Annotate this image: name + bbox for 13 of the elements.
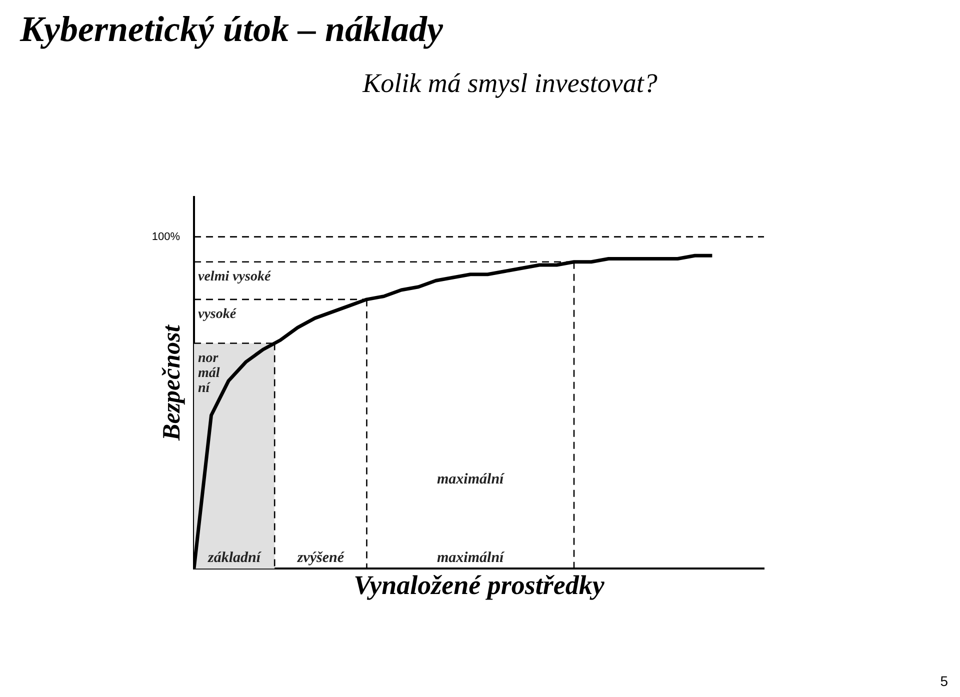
ref-line-label: normální	[198, 350, 220, 396]
annotation: maximální	[437, 550, 506, 566]
ref-line-label: velmi vysoké	[198, 269, 272, 284]
annotation: zvýšené	[296, 550, 346, 566]
chart-subtitle: Kolik má smysl investovat?	[361, 68, 658, 99]
text: 100%	[152, 230, 180, 243]
x-axis-title: Vynaložené prostředky	[354, 570, 606, 600]
ref-line-label: vysoké	[198, 307, 237, 322]
annotation: základní	[207, 550, 262, 566]
text: 5	[940, 673, 948, 689]
y-axis-title: Bezpečnost	[158, 324, 186, 442]
annotation: maximální	[437, 471, 506, 488]
chart-title: Kybernetický útok – náklady	[20, 8, 444, 50]
